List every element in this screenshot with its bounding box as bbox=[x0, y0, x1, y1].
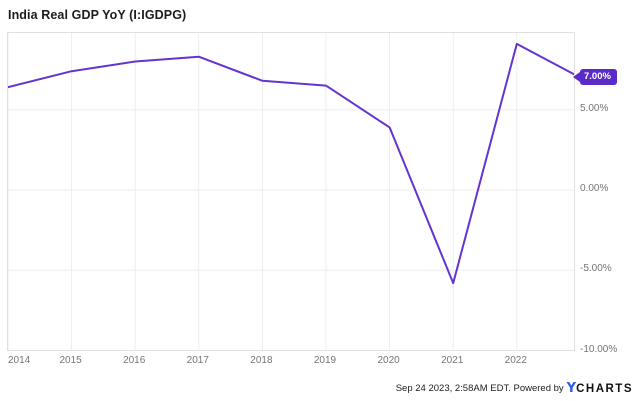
y-tick-label: -5.00% bbox=[580, 263, 612, 275]
gdp-line-chart bbox=[8, 33, 574, 350]
plot-area bbox=[7, 32, 575, 351]
ycharts-logo[interactable]: Y CHARTS bbox=[567, 381, 633, 396]
x-tick-label: 2019 bbox=[313, 355, 337, 366]
ycharts-logo-charts: CHARTS bbox=[576, 383, 633, 395]
gdp-line bbox=[8, 42, 574, 285]
x-tick-label: 2015 bbox=[59, 355, 82, 366]
x-tick-label: 2014 bbox=[8, 355, 31, 366]
x-tick-label: 2022 bbox=[504, 355, 527, 366]
x-tick-label: 2017 bbox=[186, 355, 209, 366]
last-value-badge: 7.00% bbox=[573, 68, 617, 85]
chart-title: India Real GDP YoY (I:IGDPG) bbox=[8, 8, 187, 22]
x-tick-label: 2021 bbox=[441, 355, 464, 366]
x-tick-label: 2018 bbox=[250, 355, 273, 366]
badge-pointer-icon bbox=[573, 71, 580, 82]
last-value-label: 7.00% bbox=[580, 68, 617, 85]
x-tick-label: 2016 bbox=[123, 355, 146, 366]
chart-footer: Sep 24 2023, 2:58AM EDT. Powered by Y CH… bbox=[396, 381, 633, 396]
timestamp: Sep 24 2023, 2:58AM EDT. Powered by bbox=[395, 383, 564, 394]
y-tick-label: 0.00% bbox=[580, 183, 609, 194]
y-tick-label: 5.00% bbox=[580, 102, 609, 114]
x-tick-label: 2020 bbox=[377, 355, 400, 366]
y-tick-label: -10.00% bbox=[580, 343, 618, 355]
ycharts-logo-y: Y bbox=[566, 381, 577, 396]
